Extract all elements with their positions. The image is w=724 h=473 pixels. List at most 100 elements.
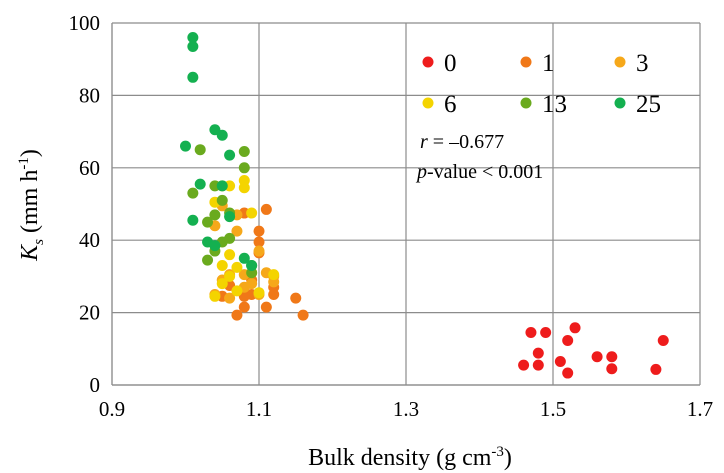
data-point bbox=[216, 278, 228, 290]
y-tick-label: 20 bbox=[79, 301, 100, 325]
x-axis-title: Bulk density (g cm-3) bbox=[308, 444, 512, 471]
y-tick-label: 60 bbox=[79, 156, 100, 180]
y-tick-label: 100 bbox=[69, 11, 101, 35]
data-point bbox=[224, 149, 236, 161]
data-point bbox=[532, 359, 544, 371]
y-tick-label: 80 bbox=[79, 83, 100, 107]
data-point bbox=[268, 269, 280, 281]
x-tick-label: 0.9 bbox=[99, 397, 125, 421]
data-point bbox=[297, 309, 309, 321]
y-axis-title: Ks (mm h-1) bbox=[16, 149, 47, 262]
data-point bbox=[238, 301, 250, 313]
legend-label: 6 bbox=[444, 91, 457, 118]
data-point bbox=[518, 359, 530, 371]
data-point bbox=[246, 207, 258, 219]
data-point bbox=[591, 351, 603, 363]
x-axis-title-sup: -3 bbox=[491, 444, 504, 460]
y-axis-title-main: K bbox=[17, 243, 43, 262]
x-axis-title-text: Bulk density (g cm bbox=[308, 445, 492, 471]
legend-label: 1 bbox=[542, 50, 555, 77]
data-point bbox=[246, 260, 258, 272]
data-point bbox=[260, 301, 272, 313]
data-point bbox=[209, 290, 221, 302]
data-point bbox=[606, 363, 618, 375]
data-points bbox=[180, 31, 669, 379]
data-point bbox=[657, 334, 669, 346]
legend-marker bbox=[422, 97, 434, 109]
data-point bbox=[194, 144, 206, 156]
legend-marker bbox=[614, 97, 626, 109]
data-point bbox=[231, 285, 243, 297]
data-point bbox=[216, 180, 228, 192]
y-axis-title-sub: s bbox=[31, 239, 47, 245]
data-point bbox=[253, 225, 265, 237]
data-point bbox=[224, 232, 236, 244]
data-point bbox=[238, 182, 250, 194]
data-point bbox=[180, 140, 191, 152]
stat-r: r = –0.677 bbox=[420, 131, 504, 153]
data-point bbox=[187, 187, 199, 199]
legend-label: 0 bbox=[444, 50, 457, 77]
data-point bbox=[224, 249, 236, 261]
legend-label: 13 bbox=[542, 91, 567, 118]
legend-marker bbox=[614, 56, 626, 68]
data-point bbox=[209, 209, 221, 221]
data-point bbox=[216, 260, 228, 272]
data-point bbox=[238, 146, 250, 158]
data-point bbox=[238, 162, 250, 174]
data-point bbox=[224, 270, 236, 282]
x-tick-label: 1.1 bbox=[246, 397, 272, 421]
data-point bbox=[187, 31, 199, 43]
y-axis-title-end: ) bbox=[17, 149, 43, 157]
y-tick-label: 0 bbox=[90, 373, 101, 397]
stat-p-value: -value < 0.001 bbox=[427, 161, 543, 183]
x-tick-label: 1.3 bbox=[393, 397, 419, 421]
data-point bbox=[202, 216, 214, 228]
y-tick-labels: 0 20 40 60 80 100 bbox=[69, 11, 101, 397]
data-point bbox=[253, 245, 265, 257]
data-point bbox=[231, 309, 243, 321]
x-tick-label: 1.7 bbox=[687, 397, 713, 421]
data-point bbox=[231, 225, 243, 237]
legend-label: 25 bbox=[636, 91, 661, 118]
data-point bbox=[540, 327, 552, 339]
x-axis-title-suffix: ) bbox=[504, 445, 512, 471]
data-point bbox=[525, 327, 537, 339]
data-point bbox=[290, 292, 302, 304]
legend-marker bbox=[422, 56, 434, 68]
legend-marker bbox=[520, 56, 532, 68]
data-point bbox=[216, 129, 228, 141]
data-point bbox=[532, 347, 544, 359]
stat-r-value: = –0.677 bbox=[428, 131, 504, 153]
data-point bbox=[253, 287, 265, 299]
data-point bbox=[562, 334, 574, 346]
data-point bbox=[187, 214, 199, 226]
y-axis-title-sup: -1 bbox=[16, 157, 32, 170]
y-tick-label: 40 bbox=[79, 228, 100, 252]
data-point bbox=[260, 203, 272, 215]
data-point bbox=[554, 355, 566, 367]
data-point bbox=[231, 261, 243, 273]
stat-r-label: r bbox=[420, 131, 428, 153]
legend: 0 1 36 13 25 bbox=[422, 50, 661, 118]
data-point bbox=[569, 322, 581, 334]
data-point bbox=[202, 254, 214, 266]
data-point bbox=[606, 351, 618, 363]
axes bbox=[111, 23, 700, 386]
legend-label: 3 bbox=[636, 50, 649, 77]
data-point bbox=[187, 71, 199, 83]
data-point bbox=[194, 178, 206, 190]
data-point bbox=[650, 363, 662, 375]
x-tick-label: 1.5 bbox=[540, 397, 566, 421]
stat-p-label: p bbox=[415, 161, 427, 183]
data-point bbox=[268, 289, 280, 300]
data-point bbox=[216, 194, 228, 206]
stat-p: p-value < 0.001 bbox=[415, 161, 543, 183]
data-point bbox=[253, 236, 265, 248]
x-tick-labels: 0.9 1.1 1.3 1.5 1.7 bbox=[99, 397, 713, 421]
data-point bbox=[238, 252, 250, 264]
y-axis-title-rest: (mm h bbox=[17, 170, 43, 239]
legend-marker bbox=[520, 97, 532, 109]
data-point bbox=[246, 278, 258, 290]
